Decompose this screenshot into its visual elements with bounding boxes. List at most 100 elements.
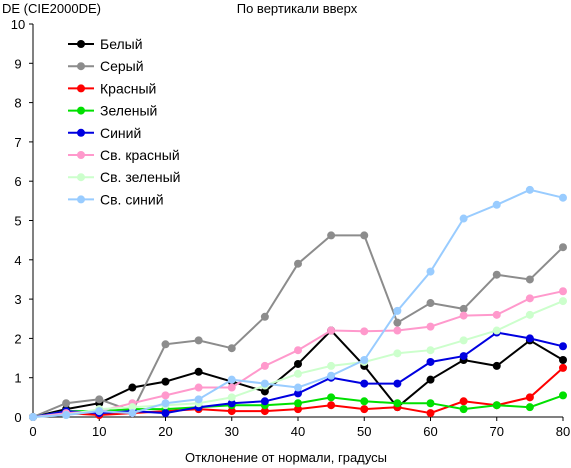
- data-point: [260, 397, 269, 406]
- data-point: [559, 193, 567, 202]
- data-point: [227, 375, 236, 384]
- data-point: [426, 346, 435, 355]
- legend-swatch-marker: [77, 40, 85, 48]
- legend-item: Синий: [68, 125, 141, 141]
- data-point: [227, 399, 236, 408]
- legend-item: Зеленый: [68, 103, 157, 119]
- data-point: [459, 352, 468, 361]
- data-point: [360, 405, 369, 414]
- x-tick-label: 30: [225, 424, 239, 439]
- data-point: [525, 185, 534, 194]
- data-point: [492, 401, 501, 410]
- data-point: [525, 403, 534, 412]
- data-point: [294, 405, 302, 414]
- data-point: [426, 322, 435, 331]
- legend-item: Св. синий: [68, 191, 164, 207]
- data-point: [194, 383, 203, 392]
- y-tick-label: 5: [14, 214, 21, 229]
- legend-item: Красный: [68, 80, 156, 96]
- data-point: [559, 243, 567, 252]
- data-point: [393, 326, 402, 335]
- x-tick-label: 80: [556, 424, 570, 439]
- legend-label: Белый: [100, 36, 143, 52]
- data-point: [459, 304, 468, 313]
- x-tick-label: 40: [291, 424, 305, 439]
- data-point: [227, 393, 236, 402]
- data-point: [128, 383, 137, 392]
- data-point: [95, 407, 104, 416]
- data-point: [327, 231, 336, 240]
- data-point: [161, 340, 170, 349]
- x-tick-label: 10: [92, 424, 106, 439]
- data-point: [194, 336, 203, 345]
- y-tick-label: 0: [14, 410, 21, 425]
- data-point: [327, 371, 336, 380]
- data-point: [294, 369, 302, 378]
- data-point: [559, 287, 567, 296]
- y-tick-label: 3: [14, 292, 21, 307]
- data-point: [559, 391, 567, 400]
- data-point: [260, 379, 269, 388]
- data-point: [294, 383, 302, 392]
- data-point: [559, 342, 567, 351]
- data-point: [492, 310, 501, 319]
- y-tick-label: 10: [11, 17, 25, 32]
- y-tick-label: 2: [14, 331, 21, 346]
- data-point: [128, 403, 137, 412]
- data-point: [426, 299, 435, 308]
- legend-item: Серый: [68, 58, 144, 74]
- data-point: [327, 326, 336, 335]
- legend-label: Красный: [100, 80, 156, 96]
- y-tick-label: 4: [14, 253, 21, 268]
- data-point: [426, 409, 435, 418]
- data-point: [525, 275, 534, 284]
- data-point: [294, 346, 302, 355]
- data-point: [327, 361, 336, 370]
- legend-label: Св. синий: [100, 191, 164, 207]
- data-point: [227, 407, 236, 416]
- data-point: [227, 383, 236, 392]
- axes: 0 1 2 3 4 5 6 7 8 9 10 0 10 20 30 40 50 60 70 80: [11, 17, 570, 439]
- data-point: [294, 399, 302, 408]
- legend: Белый Серый Красный Зеленый Синий Св. красный…: [68, 36, 180, 207]
- data-point: [227, 344, 236, 353]
- legend-swatch-marker: [77, 62, 85, 71]
- data-point: [194, 395, 203, 404]
- series-line: [32, 188, 564, 418]
- data-point: [393, 349, 402, 358]
- legend-item: Св. зеленый: [68, 169, 180, 185]
- data-point: [360, 397, 369, 406]
- data-point: [459, 214, 468, 223]
- data-point: [194, 367, 203, 376]
- legend-swatch-marker: [77, 128, 85, 137]
- data-point: [95, 395, 104, 404]
- data-point: [360, 327, 369, 336]
- data-point: [426, 267, 435, 276]
- data-point: [161, 377, 170, 386]
- data-point: [393, 379, 402, 388]
- data-point: [426, 399, 435, 408]
- legend-label: Св. зеленый: [100, 169, 180, 185]
- data-point: [393, 318, 402, 327]
- legend-swatch-marker: [77, 151, 85, 159]
- data-point: [459, 336, 468, 345]
- data-point: [360, 231, 369, 240]
- data-point: [294, 389, 302, 398]
- data-point: [294, 259, 302, 268]
- data-point: [459, 311, 468, 320]
- legend-item: Св. красный: [68, 147, 180, 163]
- data-point: [525, 393, 534, 402]
- data-point: [426, 375, 435, 384]
- data-point: [525, 334, 534, 343]
- data-point: [161, 399, 170, 408]
- x-tick-label: 60: [423, 424, 437, 439]
- x-tick-label: 70: [490, 424, 504, 439]
- legend-swatch-marker: [77, 106, 85, 115]
- data-point: [525, 294, 534, 303]
- data-point: [260, 361, 269, 370]
- data-point: [161, 391, 170, 400]
- data-point: [360, 379, 369, 388]
- legend-label: Серый: [100, 58, 144, 74]
- data-point: [393, 399, 402, 408]
